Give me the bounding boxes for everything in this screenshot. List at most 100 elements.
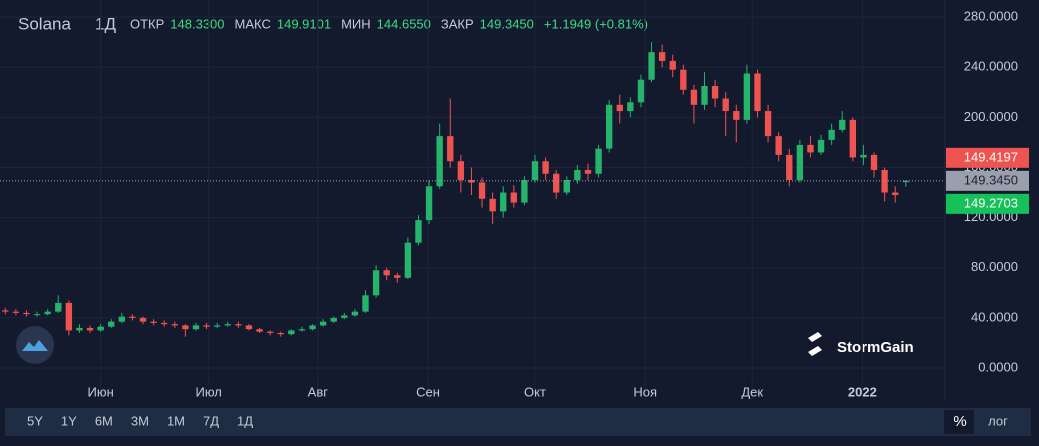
header-value: 149.9101 bbox=[277, 16, 331, 31]
x-tick-label: Ноя bbox=[633, 384, 657, 399]
x-tick-label: Дек bbox=[741, 384, 763, 399]
last-tag-bg bbox=[946, 170, 1029, 191]
candle-body bbox=[372, 270, 380, 296]
candle-body bbox=[510, 192, 517, 203]
candle-body bbox=[574, 169, 581, 181]
candle-body bbox=[690, 89, 698, 105]
candle-body bbox=[553, 173, 560, 193]
toggle-percent[interactable]: % bbox=[953, 413, 966, 430]
candle-body bbox=[33, 314, 41, 316]
y-tick-label: 200.0000 bbox=[964, 109, 1018, 124]
candle-body bbox=[139, 317, 147, 322]
candle-body bbox=[97, 326, 104, 331]
candle-body bbox=[203, 325, 210, 327]
candle-body bbox=[65, 302, 73, 331]
candle-body bbox=[500, 192, 507, 212]
y-tick-label: 240.0000 bbox=[964, 59, 1018, 74]
candle-body bbox=[436, 136, 443, 187]
candle-body bbox=[298, 329, 306, 331]
brand: StormGain bbox=[837, 339, 914, 356]
candle-body bbox=[309, 325, 316, 330]
candle-body bbox=[489, 198, 496, 212]
bid-tag: 149.2703 bbox=[964, 195, 1018, 210]
candle-body bbox=[55, 302, 62, 312]
candle-body bbox=[245, 325, 253, 330]
range-button[interactable]: 1Y bbox=[61, 413, 77, 428]
candle-body bbox=[870, 154, 878, 170]
header-value: 144.6550 bbox=[377, 16, 431, 31]
x-tick-label: Июл bbox=[196, 384, 222, 399]
candle-body bbox=[648, 52, 655, 80]
candle-body bbox=[44, 311, 51, 315]
candle-body bbox=[457, 161, 465, 181]
candle-body bbox=[605, 104, 613, 149]
candle-body bbox=[351, 311, 359, 316]
candle-body bbox=[786, 154, 793, 181]
candle-body bbox=[362, 295, 369, 312]
range-button[interactable]: 7Д bbox=[203, 413, 219, 428]
candle-body bbox=[849, 119, 857, 158]
candle-body bbox=[86, 327, 94, 331]
candle-body bbox=[627, 102, 634, 112]
header-change: +1.1949 (+0.81%) bbox=[544, 16, 648, 31]
candle-body bbox=[817, 139, 825, 153]
candle-body bbox=[447, 136, 454, 162]
candle-body bbox=[680, 69, 687, 90]
candle-body bbox=[478, 182, 486, 199]
candle-body bbox=[584, 169, 592, 174]
range-button[interactable]: 1Д bbox=[237, 413, 253, 428]
candle-body bbox=[404, 242, 412, 278]
candle-body bbox=[839, 119, 846, 130]
candle-body bbox=[902, 180, 909, 183]
header-value: 148.3300 bbox=[170, 16, 224, 31]
candle-body bbox=[701, 85, 708, 105]
range-button[interactable]: 1M bbox=[167, 413, 185, 428]
candle-body bbox=[266, 331, 274, 333]
bid-tag-bg bbox=[946, 193, 1029, 214]
candle-body bbox=[341, 315, 348, 318]
toggle-log[interactable]: лог bbox=[988, 413, 1008, 428]
header-label: МАКС bbox=[235, 16, 271, 31]
candle-body bbox=[182, 325, 189, 330]
candle-body bbox=[129, 316, 136, 318]
header-value: 149.3450 bbox=[480, 16, 534, 31]
candle-body bbox=[743, 73, 751, 120]
x-tick-label: 2022 bbox=[848, 384, 877, 399]
candle-body bbox=[383, 270, 390, 276]
candle-body bbox=[637, 79, 645, 103]
x-tick-label: Сен bbox=[416, 384, 440, 399]
brand-icon bbox=[808, 332, 822, 356]
candle-body bbox=[235, 324, 242, 326]
header-label: ОТКР bbox=[130, 16, 164, 31]
chart-title: Solana bbox=[18, 14, 71, 33]
candle-body bbox=[108, 321, 115, 327]
candle-body bbox=[330, 317, 337, 322]
candle-body bbox=[192, 325, 200, 330]
candle-body bbox=[288, 330, 295, 335]
candle-body bbox=[860, 154, 867, 158]
candle-body bbox=[616, 104, 623, 112]
candle-body bbox=[807, 144, 814, 153]
candle-body bbox=[256, 329, 263, 332]
header-label: МИН bbox=[341, 16, 371, 31]
candle-body bbox=[150, 321, 157, 323]
candle-body bbox=[796, 144, 804, 181]
range-bar bbox=[5, 408, 1031, 436]
ask-tag-bg bbox=[946, 147, 1029, 168]
y-tick-label: 40.0000 bbox=[971, 309, 1018, 324]
candle-body bbox=[425, 186, 433, 221]
candle-body bbox=[277, 332, 284, 335]
range-button[interactable]: 5Y bbox=[27, 413, 43, 428]
candle-body bbox=[775, 136, 782, 155]
candle-body bbox=[722, 98, 729, 112]
candle-body bbox=[542, 161, 549, 174]
range-button[interactable]: 3M bbox=[131, 413, 149, 428]
candle-body bbox=[394, 275, 401, 278]
header-label: ЗАКР bbox=[441, 16, 474, 31]
candle-body bbox=[754, 73, 761, 112]
range-button[interactable]: 6M bbox=[95, 413, 113, 428]
y-tick-label: 80.0000 bbox=[971, 259, 1018, 274]
candle-body bbox=[171, 324, 178, 326]
candle-body bbox=[764, 111, 772, 137]
